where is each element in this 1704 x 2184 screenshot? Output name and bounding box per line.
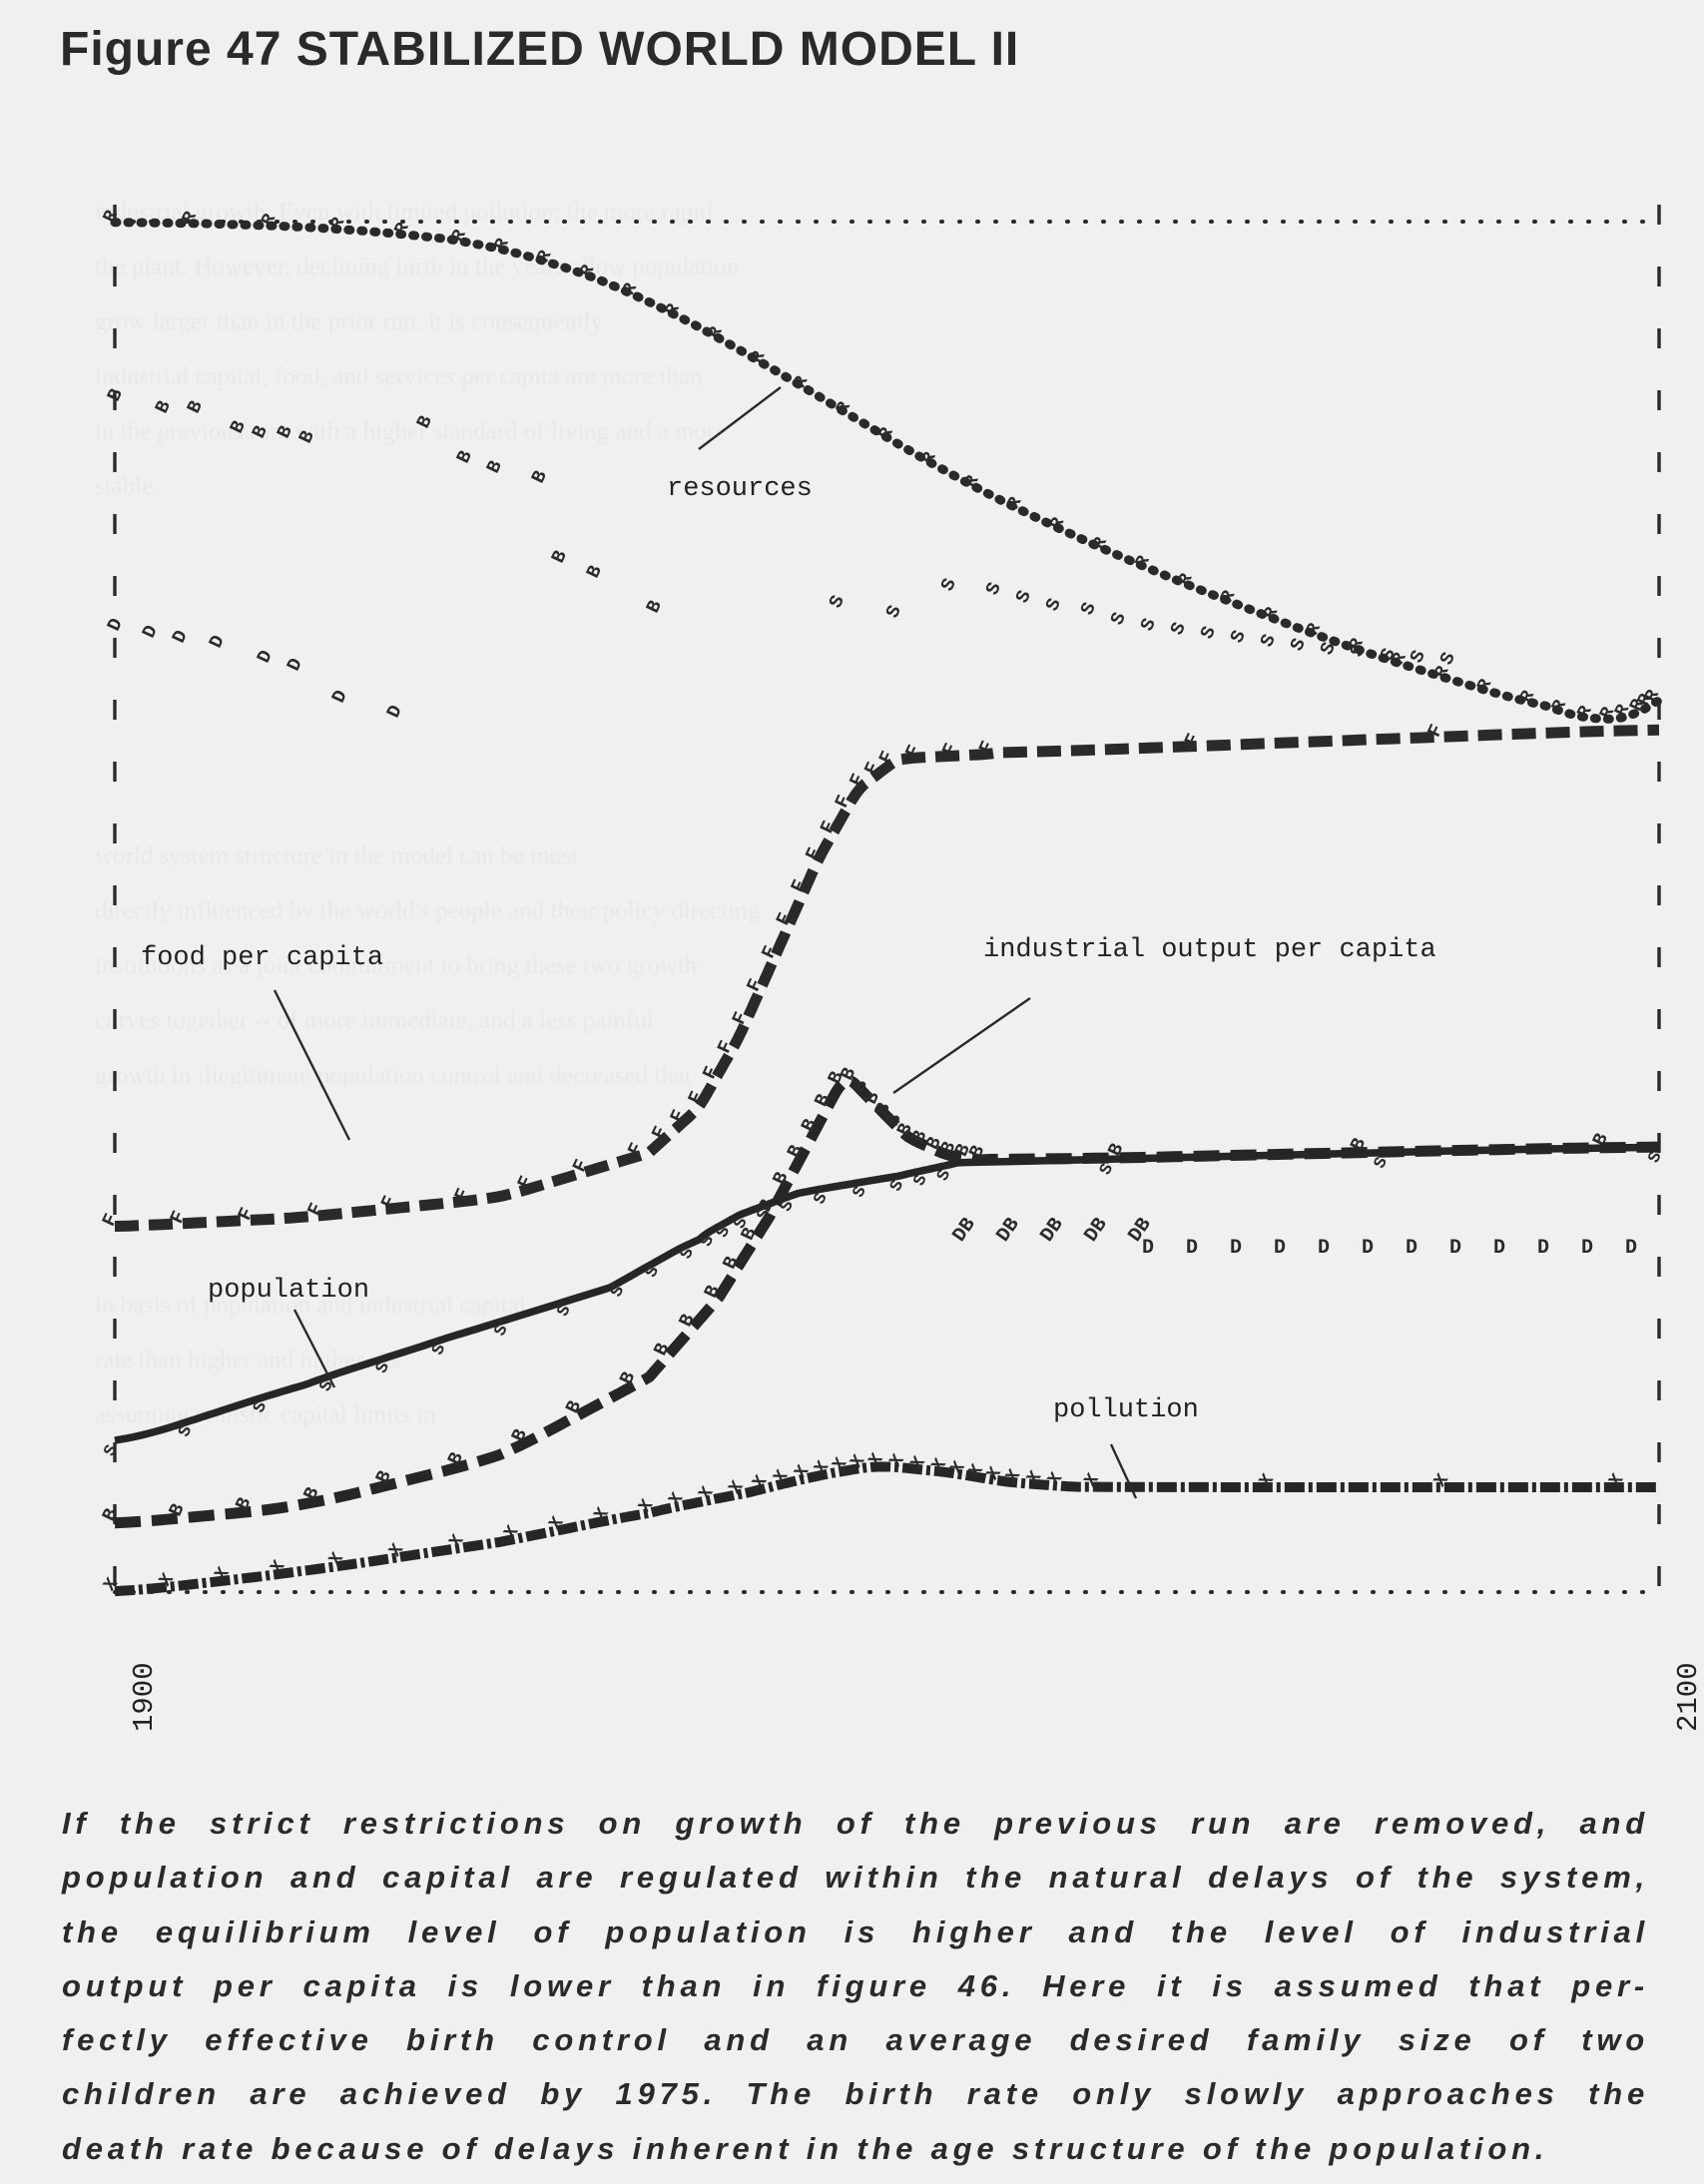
svg-text:S: S bbox=[825, 592, 850, 612]
svg-text:B: B bbox=[561, 1397, 586, 1417]
svg-text:B: B bbox=[452, 447, 477, 467]
svg-text:F: F bbox=[648, 1123, 673, 1143]
svg-text:S: S bbox=[1106, 609, 1131, 629]
svg-text:S: S bbox=[1011, 587, 1036, 607]
svg-text:B: B bbox=[482, 457, 507, 477]
svg-text:B: B bbox=[547, 547, 572, 567]
svg-text:R: R bbox=[1303, 620, 1326, 638]
svg-text:D: D bbox=[1537, 1237, 1549, 1260]
svg-text:R: R bbox=[875, 424, 898, 442]
svg-text:S: S bbox=[1076, 599, 1101, 619]
svg-text:S: S bbox=[1256, 631, 1281, 651]
svg-text:S: S bbox=[1097, 1161, 1119, 1178]
svg-text:R: R bbox=[1548, 697, 1571, 715]
svg-text:B: B bbox=[103, 385, 128, 405]
svg-text:B: B bbox=[642, 597, 667, 617]
svg-text:R: R bbox=[791, 373, 814, 391]
svg-text:D: D bbox=[1449, 1237, 1461, 1260]
svg-text:B: B bbox=[226, 417, 251, 437]
svg-text:R: R bbox=[705, 323, 728, 341]
svg-text:S: S bbox=[1041, 595, 1066, 615]
svg-text:D: D bbox=[382, 702, 407, 722]
svg-text:S: S bbox=[981, 579, 1006, 599]
svg-text:F: F bbox=[666, 1106, 691, 1126]
svg-text:S: S bbox=[811, 1190, 833, 1207]
svg-text:S: S bbox=[101, 1442, 123, 1459]
svg-text:D: D bbox=[1493, 1237, 1505, 1260]
svg-text:S: S bbox=[881, 602, 906, 622]
svg-text:R: R bbox=[327, 215, 350, 233]
svg-text:B: B bbox=[783, 1142, 808, 1162]
svg-text:B: B bbox=[412, 412, 437, 432]
svg-text:B: B bbox=[294, 427, 319, 447]
svg-text:F: F bbox=[846, 771, 870, 791]
svg-text:DB: DB bbox=[948, 1214, 981, 1247]
svg-text:D: D bbox=[103, 615, 128, 635]
svg-text:DB: DB bbox=[1036, 1214, 1069, 1247]
svg-text:D: D bbox=[1406, 1237, 1418, 1260]
svg-text:R: R bbox=[1218, 588, 1241, 606]
svg-text:B: B bbox=[98, 1505, 123, 1525]
svg-text:S: S bbox=[1196, 623, 1221, 643]
svg-text:S: S bbox=[1226, 627, 1251, 647]
svg-text:D: D bbox=[1230, 1237, 1242, 1260]
svg-text:D: D bbox=[1318, 1237, 1330, 1260]
svg-text:B: B bbox=[675, 1311, 700, 1331]
svg-text:D: D bbox=[1362, 1237, 1374, 1260]
svg-text:B: B bbox=[507, 1425, 532, 1445]
svg-text:S: S bbox=[1286, 635, 1311, 655]
svg-text:F: F bbox=[98, 1211, 123, 1231]
svg-text:R: R bbox=[577, 262, 600, 279]
svg-text:R: R bbox=[1574, 703, 1597, 721]
svg-text:D: D bbox=[327, 687, 352, 707]
svg-text:B: B bbox=[273, 422, 297, 442]
svg-text:F: F bbox=[874, 748, 899, 768]
svg-text:R: R bbox=[1004, 494, 1027, 512]
svg-text:R: R bbox=[1474, 676, 1497, 694]
svg-text:S: S bbox=[1136, 615, 1161, 635]
svg-text:R: R bbox=[918, 449, 941, 467]
svg-text:R: R bbox=[961, 472, 984, 490]
svg-text:D: D bbox=[1581, 1237, 1593, 1260]
svg-text:S: S bbox=[1376, 645, 1401, 665]
svg-text:R: R bbox=[1175, 571, 1198, 589]
svg-text:B: B bbox=[650, 1340, 675, 1360]
svg-text:B: B bbox=[248, 422, 273, 442]
svg-text:S: S bbox=[936, 575, 961, 595]
svg-text:R: R bbox=[491, 236, 514, 254]
svg-text:D: D bbox=[205, 632, 230, 652]
svg-text:B: B bbox=[582, 562, 607, 582]
svg-text:D: D bbox=[283, 655, 307, 675]
svg-text:B: B bbox=[615, 1368, 640, 1388]
svg-text:D: D bbox=[1186, 1237, 1198, 1260]
svg-text:D: D bbox=[138, 622, 163, 642]
svg-text:R: R bbox=[662, 300, 685, 318]
svg-text:R: R bbox=[1089, 534, 1112, 552]
svg-text:R: R bbox=[619, 280, 642, 298]
svg-text:B: B bbox=[527, 467, 552, 487]
svg-text:R: R bbox=[748, 348, 771, 366]
svg-text:DB: DB bbox=[1080, 1214, 1113, 1247]
svg-text:B: B bbox=[183, 397, 208, 417]
svg-text:R: R bbox=[100, 208, 123, 226]
svg-text:S: S bbox=[850, 1184, 871, 1201]
svg-text:S: S bbox=[1166, 619, 1191, 639]
svg-text:B: B bbox=[151, 397, 176, 417]
svg-text:F: F bbox=[376, 1193, 401, 1213]
svg-text:D: D bbox=[1625, 1237, 1637, 1260]
svg-text:DB: DB bbox=[992, 1214, 1025, 1247]
svg-text:D: D bbox=[1274, 1237, 1286, 1260]
svg-text:D: D bbox=[168, 627, 193, 647]
svg-text:R: R bbox=[1132, 553, 1155, 571]
svg-text:D: D bbox=[253, 647, 278, 667]
svg-text:R: R bbox=[833, 399, 855, 417]
svg-text:B: B bbox=[769, 1169, 794, 1189]
svg-text:F: F bbox=[513, 1173, 538, 1193]
svg-text:R: R bbox=[1046, 515, 1069, 533]
svg-text:R: R bbox=[1260, 604, 1283, 622]
